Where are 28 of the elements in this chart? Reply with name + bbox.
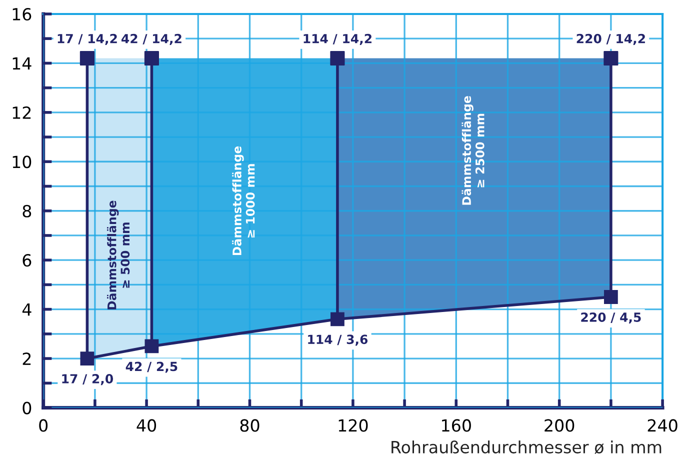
- data-label: 17 / 14,2: [58, 34, 117, 45]
- y-tick-label: 14: [12, 57, 32, 70]
- y-tick-label: 4: [22, 303, 32, 316]
- y-tick-label: 12: [12, 106, 31, 119]
- y-tick-label: 10: [12, 156, 32, 168]
- annotation: Dämmstofflänge ≥ 500 mm: [107, 200, 130, 310]
- x-tick-label: 120: [338, 419, 368, 432]
- data-label: 114 / 3,6: [308, 334, 368, 346]
- y-tick-label: 16: [12, 8, 32, 21]
- annotation: Dämmstofflänge ≥ 1000 mm: [232, 146, 255, 256]
- x-tick-label: 160: [442, 419, 471, 432]
- data-label: 220 / 4,5: [581, 312, 641, 324]
- data-label: 17 / 2,0: [62, 374, 114, 386]
- x-tick-label: 80: [240, 419, 260, 432]
- y-tick-label: 8: [22, 204, 32, 218]
- annotation: Dämmstofflänge ≥ 2500 mm: [462, 96, 484, 205]
- y-tick-label: 0: [22, 402, 32, 414]
- y-tick-label: 2: [22, 352, 31, 365]
- data-label: 114 / 14,2: [304, 34, 372, 45]
- x-axis-title: Rohraußendurchmesser ø in mm: [392, 440, 662, 454]
- x-tick-label: 200: [544, 419, 574, 432]
- x-tick-label: 40: [136, 419, 156, 432]
- x-tick-label: 0: [39, 419, 48, 432]
- data-label: 220 / 14,2: [576, 34, 645, 45]
- data-label: 42 / 14,2: [122, 34, 182, 45]
- y-tick-label: 6: [22, 254, 32, 267]
- data-label: 42 / 2,5: [126, 362, 178, 373]
- x-tick-label: 240: [648, 419, 678, 432]
